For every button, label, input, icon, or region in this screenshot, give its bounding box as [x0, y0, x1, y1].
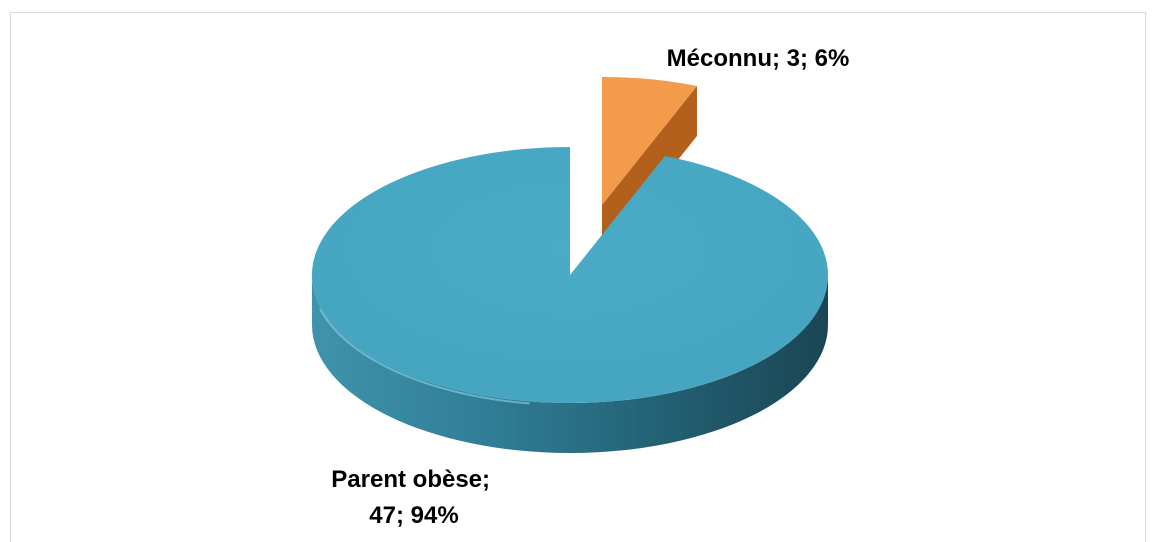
data-label-parent-obese: Parent obèse; 47; 94%	[331, 466, 496, 529]
slice-tops	[311, 77, 828, 405]
chart-frame	[10, 12, 1146, 542]
data-labels: Méconnu; 3; 6% Parent obèse; 47; 94%	[331, 45, 849, 529]
slice-top-parent-ob-se	[311, 147, 828, 403]
slice-rim-highlight	[319, 308, 530, 405]
slice-side-parent-ob-se	[312, 275, 828, 453]
data-label-meconnu: Méconnu; 3; 6%	[667, 45, 850, 72]
slice-top-m-connu	[602, 77, 697, 205]
